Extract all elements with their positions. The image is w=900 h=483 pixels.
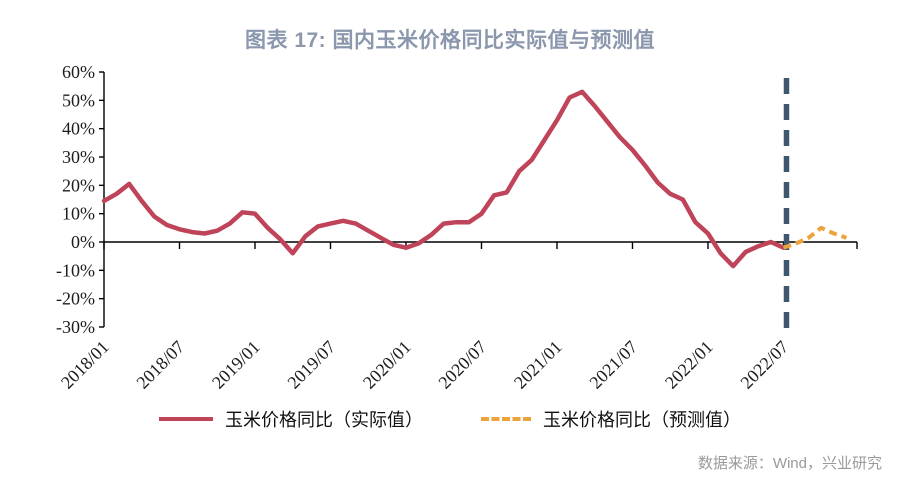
svg-text:2019/07: 2019/07 bbox=[283, 337, 339, 393]
actual-line-sample bbox=[159, 417, 213, 421]
source-note: 数据来源：Wind，兴业研究 bbox=[697, 455, 882, 472]
svg-text:2020/07: 2020/07 bbox=[434, 337, 490, 393]
legend-label-actual: 玉米价格同比（实际值） bbox=[225, 410, 423, 430]
chart-canvas: 60% 50% 40% 30% 20% 10% 0% -10% -20% -30%2018/01 2… bbox=[56, 62, 858, 393]
forecast-line-sample bbox=[481, 417, 531, 421]
chart-legend: 玉米价格同比（实际值） 玉米价格同比（预测值） bbox=[0, 406, 900, 432]
page-title: 图表 17: 国内玉米价格同比实际值与预测值 bbox=[244, 29, 656, 52]
legend-label-forecast: 玉米价格同比（预测值） bbox=[543, 410, 741, 430]
svg-text:20%: 20% bbox=[62, 175, 95, 195]
svg-text:40%: 40% bbox=[62, 119, 95, 139]
svg-text:2022/07: 2022/07 bbox=[736, 337, 792, 393]
legend-item-actual: 玉米价格同比（实际值） bbox=[159, 406, 423, 432]
svg-text:2019/01: 2019/01 bbox=[208, 337, 264, 393]
svg-text:-30%: -30% bbox=[56, 317, 95, 337]
svg-text:50%: 50% bbox=[62, 90, 95, 110]
svg-text:-10%: -10% bbox=[56, 260, 95, 280]
svg-text:30%: 30% bbox=[62, 147, 95, 167]
svg-text:10%: 10% bbox=[62, 204, 95, 224]
svg-text:2020/01: 2020/01 bbox=[359, 337, 415, 393]
svg-text:2018/01: 2018/01 bbox=[57, 337, 113, 393]
legend-item-forecast: 玉米价格同比（预测值） bbox=[481, 406, 741, 432]
svg-text:-20%: -20% bbox=[56, 289, 95, 309]
svg-text:60%: 60% bbox=[62, 62, 95, 82]
svg-text:2021/01: 2021/01 bbox=[510, 337, 566, 393]
svg-text:0%: 0% bbox=[71, 232, 95, 252]
svg-text:2022/01: 2022/01 bbox=[661, 337, 717, 393]
svg-text:2018/07: 2018/07 bbox=[132, 337, 188, 393]
svg-text:2021/07: 2021/07 bbox=[585, 337, 641, 393]
